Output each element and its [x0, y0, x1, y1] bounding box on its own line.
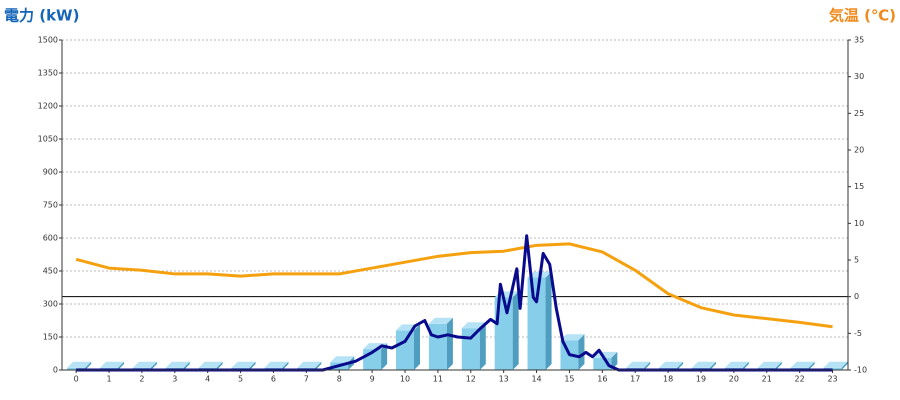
x-tick-label: 2	[139, 375, 144, 384]
bar-side	[644, 361, 651, 370]
bar-top	[264, 361, 289, 368]
x-tick-label: 11	[433, 375, 443, 384]
y2-tick-label: 20	[854, 146, 864, 155]
x-tick-label: 18	[663, 375, 673, 384]
bar-top	[100, 361, 125, 368]
bar-side	[282, 361, 289, 370]
y-tick-label: 600	[43, 234, 58, 243]
x-tick-label: 1	[106, 375, 111, 384]
bar-top	[231, 361, 256, 368]
bar-top	[823, 361, 848, 368]
x-tick-label: 5	[238, 375, 243, 384]
x-tick-label: 13	[499, 375, 509, 384]
bar-side	[709, 361, 716, 370]
bar-side	[118, 361, 125, 370]
y-tick-label: 900	[43, 168, 58, 177]
bar-top	[691, 361, 716, 368]
bar-side	[85, 361, 92, 370]
bar	[527, 277, 546, 370]
bar-top	[67, 361, 92, 368]
y-tick-label: 1050	[38, 135, 58, 144]
bar-top	[428, 317, 453, 324]
bar-top	[790, 361, 815, 368]
y-tick-label: 150	[43, 333, 58, 342]
bar-side	[677, 361, 684, 370]
x-tick-label: 10	[400, 375, 410, 384]
bar-top	[461, 322, 486, 329]
bar-top	[165, 361, 190, 368]
x-tick-label: 4	[205, 375, 210, 384]
bar-side	[150, 361, 157, 370]
x-tick-label: 22	[795, 375, 805, 384]
bar-top	[757, 361, 782, 368]
x-tick-label: 6	[271, 375, 276, 384]
y2-tick-label: 35	[854, 36, 864, 45]
bar-side	[479, 322, 486, 370]
y2-tick-label: -5	[854, 329, 862, 338]
y-tick-label: 750	[43, 201, 58, 210]
bar-side	[512, 291, 519, 370]
line	[75, 242, 833, 329]
x-tick-label: 16	[597, 375, 607, 384]
y2-tick-label: 30	[854, 72, 864, 81]
bar-side	[742, 361, 749, 370]
y-tick-label: 0	[53, 366, 58, 375]
x-tick-label: 14	[531, 375, 541, 384]
bar-side	[414, 324, 421, 370]
bar-side	[446, 317, 453, 370]
y2-tick-label: 25	[854, 109, 864, 118]
y-tick-label: 1350	[38, 69, 58, 78]
bar-top	[560, 334, 585, 341]
bar-top	[297, 361, 322, 368]
x-tick-label: 20	[729, 375, 739, 384]
bar	[428, 323, 447, 370]
y2-tick-label: -10	[854, 366, 867, 375]
y2-tick-label: 15	[854, 182, 864, 191]
bar-side	[216, 361, 223, 370]
bar-side	[808, 361, 815, 370]
bar-top	[198, 361, 223, 368]
x-tick-label: 19	[696, 375, 706, 384]
bar	[461, 328, 480, 370]
y-tick-label: 1500	[38, 36, 58, 45]
x-tick-label: 3	[172, 375, 177, 384]
bar-side	[775, 361, 782, 370]
bar-side	[381, 343, 388, 370]
y-axis-label: 電力 (kW)	[4, 7, 79, 25]
x-tick-label: 21	[762, 375, 772, 384]
bar-top	[132, 361, 157, 368]
y2-tick-label: 10	[854, 219, 864, 228]
x-tick-label: 8	[337, 375, 342, 384]
bar-side	[611, 351, 618, 370]
x-tick-label: 9	[370, 375, 375, 384]
line	[76, 234, 833, 372]
x-tick-label: 12	[466, 375, 476, 384]
y2-tick-label: 0	[854, 292, 859, 301]
bar-top	[626, 361, 651, 368]
y2-tick-label: 5	[854, 256, 859, 265]
x-tick-label: 15	[564, 375, 574, 384]
bar-side	[545, 271, 552, 370]
bar	[396, 330, 415, 370]
x-tick-label: 0	[74, 375, 79, 384]
y-tick-label: 1200	[38, 102, 58, 111]
y2-axis-label: 気温 (℃)	[829, 7, 896, 25]
bar-top	[659, 361, 684, 368]
x-tick-label: 7	[304, 375, 309, 384]
y-tick-label: 300	[43, 300, 58, 309]
bar-side	[249, 361, 256, 370]
x-tick-label: 23	[827, 375, 837, 384]
bar-top	[330, 356, 355, 363]
bar-side	[578, 334, 585, 370]
bar-side	[841, 361, 848, 370]
y-tick-label: 450	[43, 267, 58, 276]
x-tick-label: 17	[630, 375, 640, 384]
bar-side	[183, 361, 190, 370]
bar-side	[315, 361, 322, 370]
bar-top	[724, 361, 749, 368]
